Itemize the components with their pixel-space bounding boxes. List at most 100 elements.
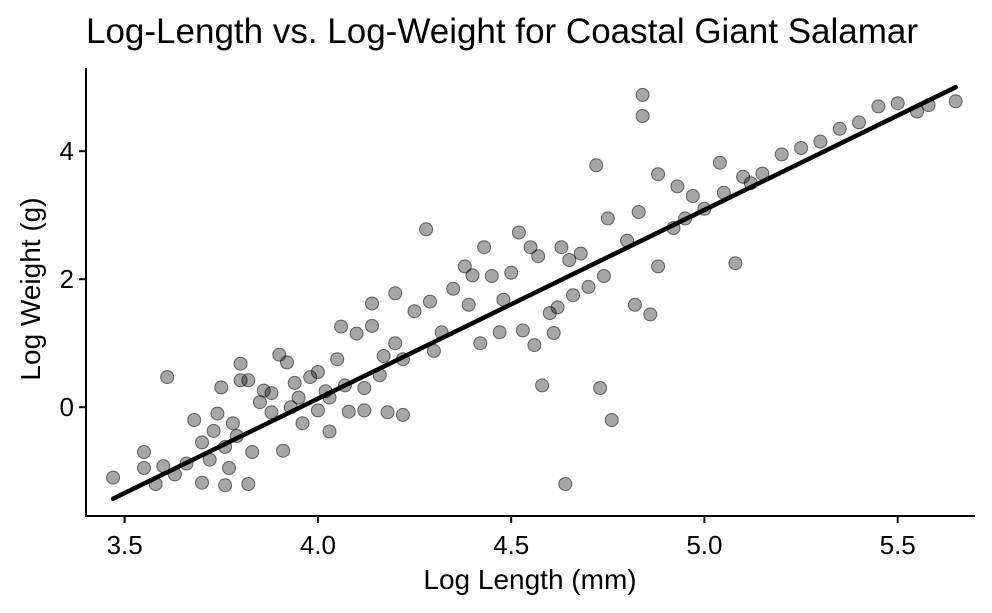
data-point	[388, 336, 403, 351]
data-point	[218, 478, 233, 493]
data-point	[604, 413, 619, 427]
x-ticks: 3.5 4.0 4.5 5.0 5.5	[107, 516, 916, 560]
x-axis-label: Log Length (mm)	[423, 564, 636, 595]
data-point	[774, 147, 789, 162]
data-point	[627, 297, 642, 312]
data-point	[380, 405, 395, 420]
data-point	[484, 269, 499, 283]
data-point	[566, 288, 580, 303]
data-point	[419, 222, 434, 237]
data-point	[852, 115, 866, 130]
data-point	[357, 403, 372, 418]
data-point	[365, 296, 379, 311]
data-point	[635, 109, 650, 123]
data-point	[214, 380, 229, 395]
data-point	[407, 304, 422, 319]
data-point	[195, 475, 209, 490]
data-point	[310, 403, 325, 418]
trend-line	[110, 84, 958, 501]
data-point	[276, 443, 291, 458]
data-point	[264, 405, 279, 420]
data-point	[542, 306, 557, 321]
y-tick-label: 2	[60, 264, 74, 294]
data-point	[210, 406, 225, 421]
data-point	[871, 99, 886, 114]
data-point	[225, 416, 240, 431]
data-point	[473, 336, 488, 351]
data-point	[550, 300, 565, 315]
y-tick-label: 4	[60, 136, 74, 166]
data-point	[222, 461, 236, 475]
data-point	[395, 407, 410, 422]
data-point	[651, 259, 666, 274]
data-point	[643, 307, 658, 322]
data-point	[465, 268, 480, 283]
data-point	[531, 249, 546, 264]
data-point	[423, 294, 437, 309]
data-point	[106, 470, 121, 485]
y-tick-label: 0	[60, 392, 74, 422]
data-point	[187, 413, 202, 427]
data-point	[241, 477, 256, 491]
data-point	[593, 381, 608, 395]
data-point	[515, 323, 530, 338]
data-point	[241, 373, 256, 388]
data-point	[461, 297, 476, 312]
data-point	[546, 326, 561, 340]
data-point	[446, 281, 461, 296]
data-point	[264, 386, 279, 401]
data-point	[890, 96, 905, 111]
data-point	[457, 259, 472, 274]
data-point	[573, 246, 588, 261]
data-point	[137, 445, 151, 459]
data-point	[635, 87, 650, 102]
data-point	[137, 461, 151, 475]
data-point	[948, 94, 963, 109]
data-point	[376, 349, 391, 363]
data-point	[280, 355, 294, 370]
x-tick-label: 4.0	[300, 530, 336, 560]
data-point	[160, 370, 175, 385]
data-point	[712, 155, 727, 170]
data-point	[245, 445, 260, 459]
data-point	[562, 253, 577, 267]
data-point	[195, 435, 209, 450]
chart-title: Log-Length vs. Log-Weight for Coastal Gi…	[86, 12, 919, 51]
data-point	[287, 375, 302, 390]
data-point	[303, 370, 318, 385]
data-point	[554, 240, 569, 255]
data-point	[631, 205, 646, 219]
data-point	[330, 352, 345, 367]
x-tick-label: 4.5	[493, 530, 529, 560]
data-point	[685, 189, 700, 203]
data-point	[558, 477, 573, 491]
data-point	[357, 381, 372, 395]
data-point	[832, 121, 847, 136]
data-point	[291, 390, 306, 405]
data-point	[813, 134, 828, 149]
data-point	[728, 256, 743, 271]
data-point	[596, 269, 611, 283]
data-point	[535, 378, 550, 393]
data-point	[794, 141, 809, 155]
data-point	[523, 240, 538, 255]
data-point	[589, 158, 604, 173]
data-point	[511, 225, 526, 240]
data-point	[334, 319, 349, 334]
data-point	[322, 424, 337, 439]
data-point	[388, 286, 403, 301]
data-point	[233, 356, 248, 371]
data-point	[527, 338, 542, 353]
data-point	[581, 279, 596, 294]
data-point	[670, 179, 685, 194]
data-point	[504, 265, 519, 280]
data-point	[349, 326, 364, 341]
data-point	[600, 211, 615, 226]
data-point	[295, 416, 310, 431]
data-point	[477, 240, 492, 255]
x-tick-label: 5.0	[686, 530, 722, 560]
y-ticks: 0 2 4	[60, 136, 86, 422]
data-point	[341, 404, 356, 419]
data-point	[233, 373, 248, 388]
